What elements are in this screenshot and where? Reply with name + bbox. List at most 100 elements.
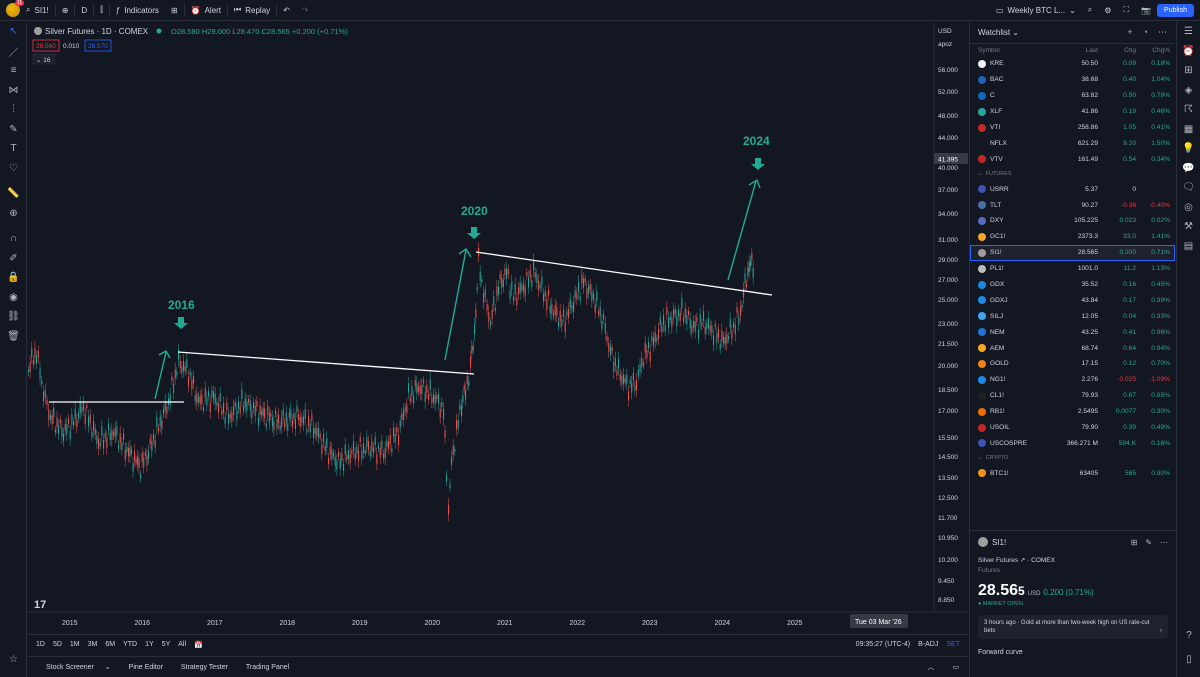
heart-icon[interactable]: ♡ [9, 162, 18, 174]
watchlist-row[interactable]: SILJ 12.05 0.04 0.33% [970, 308, 1175, 324]
watchlist-row[interactable]: CL1! 79.93 0.67 0.85% [970, 388, 1175, 404]
tab-trading-panel[interactable]: Trading Panel [245, 663, 290, 671]
range-1d[interactable]: 1D [36, 641, 45, 648]
tab-stock-screener[interactable]: Stock Screener ⌄ [46, 664, 111, 671]
watchlist-row[interactable]: USOIL 79.90 0.39 0.49% [970, 420, 1175, 436]
ruler-icon[interactable]: 📏 [7, 188, 20, 200]
ask-box[interactable] [84, 39, 112, 52]
watchlist-row[interactable]: GDX 35.52 0.16 0.45% [970, 277, 1175, 293]
section-crypto[interactable]: ⌄ CRYPTO [978, 455, 1009, 462]
lock-icon[interactable]: 🔒 [7, 272, 20, 284]
layers-icon[interactable]: ◈ [1184, 84, 1193, 96]
zoom-icon[interactable]: ⊕ [9, 207, 18, 219]
alerts-icon[interactable]: ⏰ [1182, 45, 1195, 57]
undo-button[interactable]: ↶ [277, 0, 296, 21]
pattern-icon[interactable]: ⋈ [8, 84, 19, 96]
maximize-panel-icon[interactable]: ▭ [952, 664, 959, 671]
resistance-line-2020[interactable] [177, 351, 475, 375]
clock-time[interactable]: 09:35:27 (UTC-4) [855, 641, 911, 648]
currency-label[interactable]: USD [938, 28, 952, 35]
range-all[interactable]: All [178, 641, 187, 648]
range-6m[interactable]: 6M [105, 641, 116, 648]
annotation-2016[interactable]: 2016 [168, 298, 195, 312]
range-3m[interactable]: 3M [87, 641, 98, 648]
watchlist-row[interactable]: XLF 41.86 0.19 0.46% [970, 104, 1175, 120]
dom-icon[interactable]: ▤ [1183, 240, 1194, 252]
indicators-button[interactable]: ƒ Indicators [110, 0, 165, 21]
help-icon[interactable]: ? [1186, 629, 1192, 641]
session-toggle[interactable]: SET [946, 641, 960, 648]
watchlist-row[interactable]: C 63.82 0.50 0.79% [970, 88, 1175, 104]
cursor-icon[interactable]: ↖ [9, 26, 18, 38]
annotation-2020[interactable]: 2020 [461, 204, 488, 218]
indicator-toggle[interactable] [32, 53, 56, 65]
resistance-line-2024[interactable] [475, 251, 773, 296]
range-ytd[interactable]: YTD [123, 641, 138, 648]
watchlist-row[interactable]: SI1! 28.565 0.200 0.71% [970, 244, 1175, 261]
notifications-icon[interactable]: 🗨 [1182, 182, 1195, 194]
watchlist-row[interactable]: NFLX 621.29 9.20 1.50% [970, 135, 1175, 151]
watchlist-row[interactable]: GC1! 2373.3 33.0 1.41% [970, 229, 1175, 245]
annotation-2024[interactable]: 2024 [743, 134, 770, 148]
news-item[interactable]: 3 hours ago · Gold at more than two-week… [978, 615, 1168, 639]
chat-icon[interactable]: 💬 [1182, 162, 1195, 174]
watchlist-row[interactable]: GDXJ 43.84 0.17 0.39% [970, 292, 1175, 308]
replay-button[interactable]: ⏮ Replay [228, 0, 276, 21]
watchlist-row[interactable]: USRR 5.37 0 [970, 181, 1175, 197]
watchlist-row[interactable]: TLT 90.27 -0.36 -0.40% [970, 197, 1175, 213]
tab-pine-editor[interactable]: Pine Editor [128, 663, 163, 671]
brush-icon[interactable]: ✎ [9, 123, 18, 135]
watchlist-row[interactable]: VTV 161.49 0.54 0.34% [970, 151, 1175, 167]
watchlist-row[interactable]: KRE 50.50 0.09 0.18% [970, 56, 1175, 72]
publish-button[interactable]: Publish [1157, 3, 1194, 17]
detail-symbol[interactable]: SI1! [992, 537, 1007, 547]
compare-button[interactable]: ⊕ [56, 0, 75, 21]
scale-mode-label[interactable]: apoz [938, 41, 952, 48]
watchlist-row[interactable]: NEM 43.25 0.41 0.96% [970, 324, 1175, 340]
podcast-icon[interactable]: ◎ [1184, 201, 1193, 213]
advanced-view-icon[interactable]: ◔ [1142, 27, 1148, 37]
fib-icon[interactable]: ≡ [10, 65, 17, 77]
breakout-arrow-2020[interactable] [444, 247, 472, 361]
breakout-arrow-2024[interactable] [727, 178, 761, 281]
templates-button[interactable]: ⊞ [165, 0, 184, 21]
hotlist-icon[interactable]: ☈ [1184, 104, 1193, 116]
calendar-icon[interactable]: ▦ [1183, 123, 1194, 135]
range-5y[interactable]: 5Y [161, 641, 171, 648]
grid-icon[interactable]: ⊞ [1130, 537, 1138, 547]
object-tree-icon[interactable]: ⊞ [1184, 65, 1193, 77]
layout-toggle-icon[interactable]: ▯ [1186, 653, 1192, 665]
goto-date-icon[interactable]: 📅 [194, 641, 203, 649]
fullscreen-button[interactable]: ⛶ [1117, 0, 1135, 21]
col-last[interactable]: Last [1085, 46, 1098, 54]
add-symbol-icon[interactable]: + [1127, 27, 1133, 37]
col-symbol[interactable]: Symbol [978, 46, 1000, 54]
badj-toggle[interactable]: B-ADJ [918, 641, 939, 648]
interval-button[interactable]: D [81, 5, 88, 15]
price-chart[interactable]: Silver Futures · 1D · COMEX O28.580 H29.… [28, 22, 968, 634]
forward-curve-link[interactable]: Forward curve [978, 649, 1023, 656]
ideas-icon[interactable]: 💡 [1182, 143, 1195, 155]
layout-selector[interactable]: ▭ Weekly BTC L... ⌄ [990, 0, 1082, 21]
alert-button[interactable]: ⏰ Alert [185, 0, 227, 21]
watchlist-row[interactable]: VTI 258.86 1.05 0.41% [970, 120, 1175, 136]
projection-icon[interactable]: ⫶ [12, 104, 15, 116]
chevron-up-icon[interactable]: ︿ [927, 664, 935, 671]
trend-line-icon[interactable]: ／ [8, 47, 19, 59]
section-futures[interactable]: ⌄ FUTURES [978, 171, 1012, 178]
link-icon[interactable]: ⛓ [7, 311, 20, 323]
trash-icon[interactable]: 🗑 [7, 330, 20, 342]
user-avatar[interactable]: 11 [6, 0, 25, 17]
watchlist-title[interactable]: Watchlist ⌄ [978, 28, 1020, 37]
bid-box[interactable] [32, 39, 60, 52]
watchlist-row[interactable]: PL1! 1001.0 11.2 1.13% [970, 261, 1175, 277]
watchlist-row[interactable]: GOLD 17.15 0.12 0.70% [970, 356, 1175, 372]
magnet-icon[interactable]: ∩ [9, 233, 18, 245]
tools-icon[interactable]: ⚒ [1184, 221, 1193, 233]
more-icon[interactable]: ⋯ [1158, 27, 1167, 37]
star-icon[interactable]: ☆ [9, 653, 18, 665]
settings-button[interactable]: ⚙ [1098, 0, 1117, 21]
quick-search-button[interactable]: ⌕ [1082, 0, 1098, 21]
range-5d[interactable]: 5D [52, 641, 62, 648]
col-chgpct[interactable]: Chg% [1152, 46, 1170, 54]
